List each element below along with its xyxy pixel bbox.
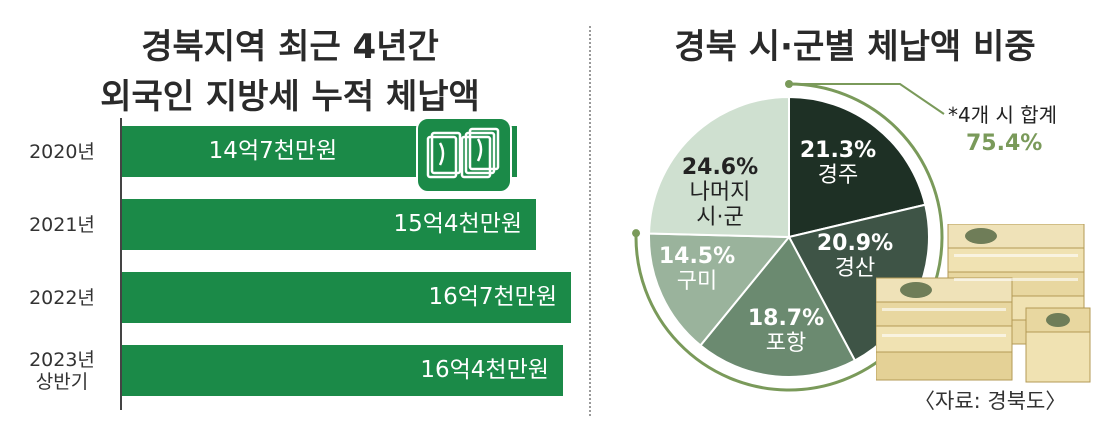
- annotation-leader-line: [789, 83, 945, 115]
- pie-chart-title: 경북 시·군별 체납액 비중: [674, 27, 1036, 67]
- bar-category-label: 2020년: [29, 140, 95, 163]
- bar-category-label: 2023년 상반기: [29, 348, 95, 393]
- pie-slice-percent: 24.6%: [681, 155, 759, 180]
- bar-value-label: 15억4천만원: [393, 211, 523, 237]
- pie-slice-5: [648, 95, 790, 239]
- money-stack-icon: [875, 223, 1091, 388]
- bar-value-label: 16억4천만원: [420, 357, 549, 383]
- bar-4: [122, 345, 563, 396]
- pie-slice-4: [648, 232, 792, 347]
- bar-category-label: 2021년: [29, 213, 95, 236]
- pie-slice-percent: 20.9%: [816, 231, 894, 256]
- annotation-total: 75.4%: [966, 131, 1043, 156]
- bar-3: [122, 272, 571, 323]
- pie-slice-label: 24.6% 나머지 시·군: [660, 155, 780, 230]
- panel-divider: [589, 26, 591, 416]
- bar-axis-line: [120, 118, 122, 410]
- bar-category-label: 2022년: [29, 286, 95, 309]
- pie-slice-label: 14.5% 구미: [637, 244, 757, 294]
- pie-slice-3: [699, 235, 857, 378]
- pie-slice-name: 경산: [834, 256, 876, 281]
- pie-slice-percent: 14.5%: [658, 244, 736, 269]
- annotation-note: *4개 시 합계: [948, 103, 1058, 127]
- bar-value-label: 14억7천만원: [208, 138, 338, 164]
- banknote-badge-icon: [416, 117, 512, 193]
- bar-chart-title: 경북지역 최근 4년간 외국인 지방세 누적 체납액: [100, 27, 480, 117]
- pie-slice-label: 21.3% 경주: [778, 138, 898, 188]
- pie-slice-label: 20.9% 경산: [795, 231, 915, 281]
- pie-slice-name: 경주: [817, 163, 859, 188]
- pie-slice-1: [788, 95, 927, 239]
- bar-2: [122, 199, 537, 250]
- source-note: 〈자료: 경북도〉: [914, 389, 1067, 413]
- bar-value-label: 16억7천만원: [428, 284, 557, 310]
- annotation-arc-end: [632, 229, 641, 238]
- pie-slice-name: 나머지 시·군: [689, 180, 751, 230]
- pie-slice-label: 18.7% 포항: [726, 306, 846, 356]
- pie-slice-name: 포항: [765, 331, 807, 356]
- pie-slice-percent: 18.7%: [747, 306, 825, 331]
- pie-slice-name: 구미: [676, 269, 718, 294]
- pie-slice-percent: 21.3%: [799, 138, 877, 163]
